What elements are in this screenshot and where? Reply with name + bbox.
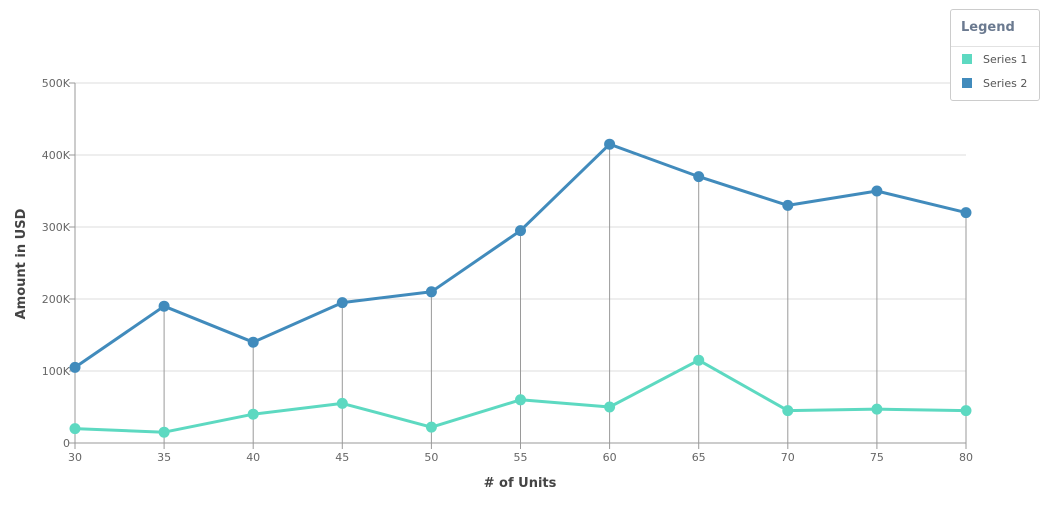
- x-tick-label: 55: [514, 451, 528, 464]
- series-2-point: [515, 225, 526, 237]
- legend-item-series-2[interactable]: Series 2: [951, 71, 1039, 95]
- series-1-point: [604, 401, 616, 413]
- x-tick-label: 30: [68, 451, 82, 464]
- series-2-point: [69, 361, 81, 373]
- legend-item-series-1[interactable]: Series 1: [951, 47, 1039, 71]
- legend-label-series-2: Series 2: [983, 76, 1028, 90]
- series-2-point: [336, 297, 348, 309]
- series-1-point: [871, 403, 883, 415]
- x-tick-label: 45: [335, 451, 349, 464]
- legend: Legend Series 1 Series 2: [950, 9, 1040, 101]
- y-tick-label: 100K: [42, 365, 71, 378]
- series-1-point: [782, 405, 794, 417]
- x-tick-label: 80: [959, 451, 973, 464]
- series-2-point: [247, 336, 259, 348]
- x-tick-label: 35: [157, 451, 171, 464]
- series-1-point: [960, 405, 972, 417]
- legend-label-series-1: Series 1: [983, 52, 1028, 66]
- y-tick-label: 500K: [42, 77, 71, 90]
- y-axis-title: Amount in USD: [14, 208, 29, 319]
- series-group: [69, 138, 972, 438]
- legend-swatch-series-2: [962, 78, 972, 88]
- series-2-point: [158, 300, 170, 312]
- x-tick-label: 40: [246, 451, 260, 464]
- series-1-point: [158, 426, 170, 438]
- x-tick-label: 75: [870, 451, 884, 464]
- tick-labels: 0 100K 200K 300K 400K 500K 30 35 40 45 50 55 60 65 70 7…: [42, 77, 973, 464]
- series-2-point: [871, 185, 883, 197]
- series-1-point: [425, 421, 437, 433]
- axes: [69, 82, 967, 449]
- x-axis-title: # of Units: [484, 476, 557, 491]
- y-tick-label: 200K: [42, 293, 71, 306]
- series-2-point: [425, 286, 437, 298]
- legend-title: Legend: [951, 10, 1039, 47]
- series-1-point: [693, 354, 705, 366]
- y-tick-label: 300K: [42, 221, 71, 234]
- series-1-point: [69, 423, 81, 435]
- legend-swatch-series-1: [962, 54, 972, 64]
- series-1-point: [247, 408, 259, 420]
- x-tick-label: 70: [781, 451, 795, 464]
- x-tick-label: 60: [603, 451, 617, 464]
- series-2-point: [782, 199, 794, 211]
- x-tick-label: 65: [692, 451, 706, 464]
- y-tick-label: 400K: [42, 149, 71, 162]
- y-tick-label: 0: [63, 437, 70, 450]
- series-2-point: [604, 138, 616, 150]
- series-2-point: [693, 171, 705, 183]
- series-1-point: [515, 394, 526, 406]
- series-1-point: [336, 397, 348, 409]
- x-tick-label: 50: [424, 451, 438, 464]
- series-2-point: [960, 207, 972, 219]
